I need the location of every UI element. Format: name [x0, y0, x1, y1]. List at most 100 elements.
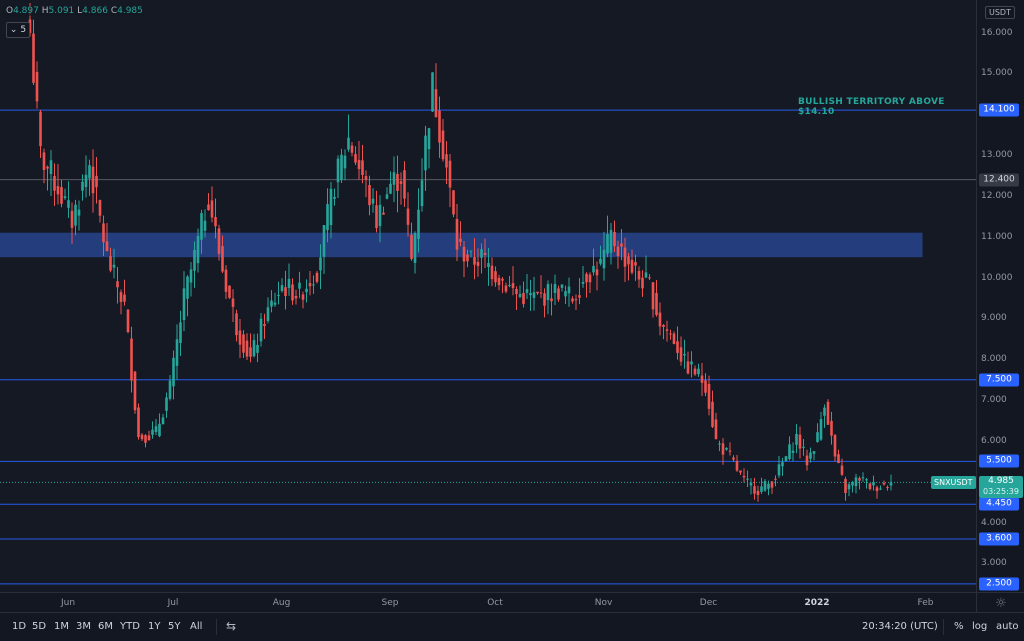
candle-body	[609, 229, 613, 253]
candle-body	[364, 176, 368, 180]
range-button-1m[interactable]: 1M	[54, 621, 69, 632]
candle-body	[336, 158, 340, 183]
candle-body	[690, 361, 693, 365]
candle-body	[725, 447, 728, 450]
candle-body	[466, 254, 469, 262]
candle-body	[620, 243, 623, 247]
candle-body	[693, 368, 697, 375]
candle-body	[823, 407, 826, 416]
candle-body	[574, 299, 578, 301]
candle-body	[830, 420, 833, 436]
candle-body	[749, 482, 753, 486]
time-axis-label: Feb	[917, 598, 934, 608]
candle-body	[525, 289, 529, 293]
chart-settings-button[interactable]: ☼	[976, 592, 1024, 613]
currency-label[interactable]: USDT	[985, 6, 1015, 19]
candle-body	[70, 210, 74, 228]
range-button-ytd[interactable]: YTD	[120, 621, 140, 632]
price-tick-label: 3.000	[981, 558, 1007, 569]
candle-body	[179, 322, 182, 343]
candle-body	[805, 455, 809, 466]
candle-body	[753, 486, 756, 494]
candle-body	[616, 246, 620, 257]
range-button-1y[interactable]: 1Y	[148, 621, 161, 632]
price-axis[interactable]: USDT 16.00015.00014.00013.00012.00011.00…	[976, 0, 1024, 592]
candle-body	[273, 302, 277, 305]
open-label: O	[6, 6, 14, 16]
candle-body	[508, 285, 511, 287]
candle-body	[546, 284, 550, 301]
candle-body	[287, 278, 291, 289]
percent-scale-toggle[interactable]: %	[954, 621, 964, 632]
candle-body	[119, 292, 123, 302]
chart-pane[interactable]: O4.897 H5.091 L4.866 C4.985 ⌄ 5 BULLISH …	[0, 0, 976, 592]
candle-body	[315, 272, 319, 282]
chevron-down-icon: ⌄	[9, 25, 18, 35]
candle-body	[326, 204, 329, 231]
time-axis[interactable]: Jun Jul Aug Sep Oct Nov Dec 2022 Feb	[0, 592, 976, 613]
candle-body	[389, 183, 392, 194]
log-scale-toggle[interactable]: log	[972, 621, 988, 632]
candle-body	[200, 213, 203, 240]
price-tick-label: 12.000	[981, 190, 1013, 201]
candle-body	[648, 277, 651, 279]
range-button-1d[interactable]: 1D	[12, 621, 27, 632]
candle-body	[410, 234, 413, 259]
candle-body	[424, 135, 427, 171]
time-axis-label: Jun	[60, 598, 76, 608]
legend-collapse-button[interactable]: ⌄ 5	[6, 22, 30, 38]
candle-body	[28, 19, 32, 33]
candle-body	[91, 166, 95, 194]
candle-body	[151, 429, 154, 435]
symbol-price-tag: SNXUSDT	[931, 476, 976, 490]
auto-scale-toggle[interactable]: auto	[996, 621, 1019, 632]
candle-body	[172, 357, 175, 387]
date-range-icon[interactable]: ⇆	[226, 619, 237, 633]
candle-body	[879, 488, 882, 490]
time-axis-label: Sep	[381, 598, 399, 608]
candle-body	[308, 283, 312, 287]
candle-body	[700, 375, 704, 383]
utc-clock[interactable]: 20:34:20 (UTC)	[862, 621, 938, 632]
candle-body	[242, 334, 245, 353]
candle-body	[802, 446, 805, 448]
range-button-3m[interactable]: 3M	[76, 621, 91, 632]
candle-body	[515, 288, 518, 294]
bullish-annotation[interactable]: BULLISH TERRITORY ABOVE $14.10	[798, 97, 945, 118]
open-value: 4.897	[13, 6, 39, 16]
range-button-5d[interactable]: 5D	[32, 621, 47, 632]
candle-body	[644, 272, 648, 278]
candle-body	[665, 329, 669, 331]
range-button-5y[interactable]: 5Y	[168, 621, 181, 632]
candle-body	[777, 464, 781, 476]
candle-body	[140, 434, 144, 440]
candle-body	[256, 344, 259, 353]
candle-body	[641, 277, 644, 289]
candlestick-chart[interactable]	[0, 0, 976, 592]
candle-body	[368, 185, 371, 206]
range-button-all[interactable]: All	[190, 621, 203, 632]
candle-body	[196, 235, 200, 264]
range-button-6m[interactable]: 6M	[98, 621, 113, 632]
candle-body	[126, 309, 130, 332]
candle-body	[480, 249, 483, 258]
price-tick-label: 8.000	[981, 354, 1007, 365]
candle-body	[95, 175, 98, 188]
candle-body	[819, 419, 823, 440]
candle-body	[175, 339, 179, 366]
candle-body	[42, 152, 46, 170]
candle-body	[571, 298, 574, 302]
candle-body	[154, 426, 158, 432]
candle-body	[634, 262, 637, 266]
candle-body	[581, 282, 585, 284]
candle-body	[207, 204, 210, 211]
candle-body	[739, 470, 742, 473]
candle-body	[378, 204, 382, 227]
candle-body	[214, 216, 217, 227]
candle-body	[637, 271, 641, 280]
candle-body	[392, 172, 396, 185]
candle-body	[735, 460, 739, 471]
candle-countdown: 03:25:39	[983, 487, 1019, 497]
price-tick-label: 10.000	[981, 272, 1013, 283]
candle-body	[319, 257, 322, 271]
